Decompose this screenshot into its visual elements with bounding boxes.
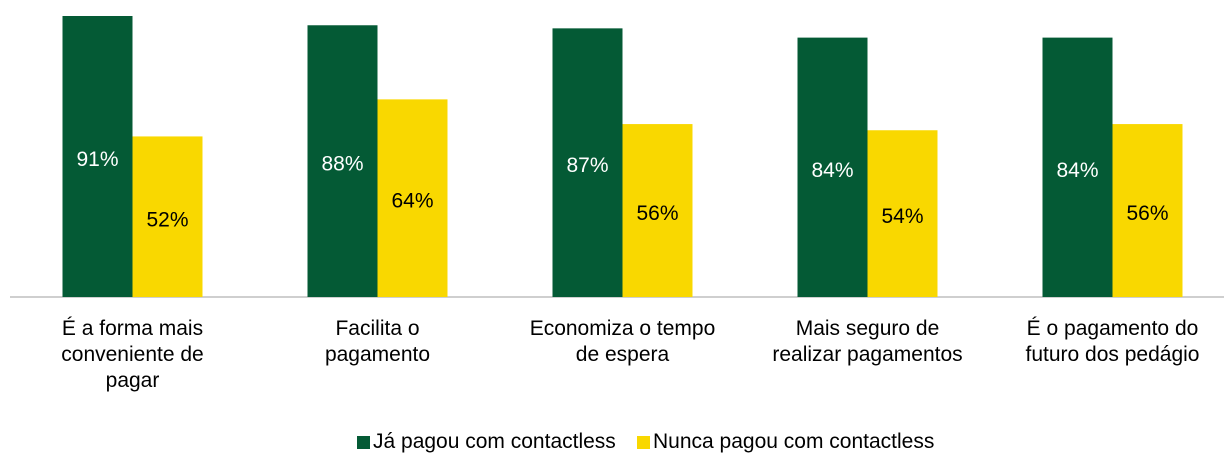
x-tick-label: É o pagamento do futuro dos pedágio [1025,317,1200,366]
bar [307,25,378,298]
data-label: 91% [76,148,118,171]
bar [377,99,448,297]
legend-swatch [637,435,650,449]
data-label: 87% [566,154,608,177]
data-label: 54% [881,205,923,228]
data-label: 56% [1126,202,1168,225]
data-label: 64% [391,190,433,213]
bar [62,16,133,297]
data-label: 88% [321,153,363,176]
bar [552,28,623,297]
bar [797,37,868,297]
legend-label: Já pagou com contactless [373,430,616,453]
x-tick-label: É a forma mais conveniente de pagar [61,317,204,392]
x-tick-label: Economiza o tempo de espera [529,317,716,366]
legend-label: Nunca pagou com contactless [653,430,935,453]
data-label: 84% [1056,159,1098,182]
bar [1042,37,1113,297]
data-label: 84% [811,159,853,182]
legend-swatch [357,435,370,449]
bar [1112,124,1183,297]
legend-item: Nunca pagou com contactless [637,430,934,454]
x-tick-label: Mais seguro de realizar pagamentos [772,317,963,366]
data-label: 56% [636,202,678,225]
data-label: 52% [146,208,188,231]
bar [132,136,203,297]
legend-item: Já pagou com contactless [357,430,616,454]
x-tick-label: Facilita o pagamento [324,317,431,366]
bar [867,130,938,297]
bar [622,124,693,297]
